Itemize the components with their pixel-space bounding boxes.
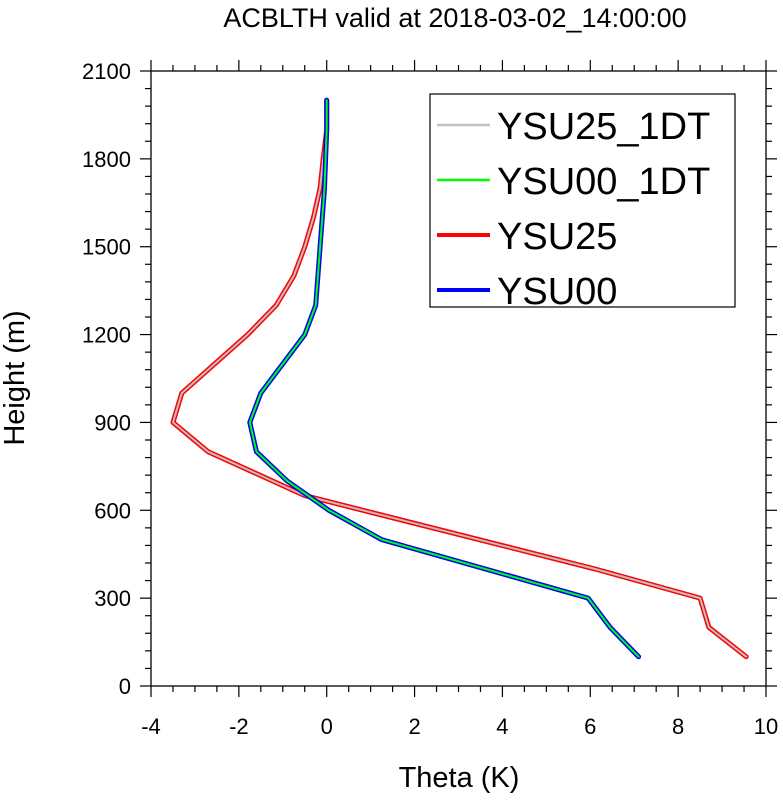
- y-axis-label: Height (m): [0, 310, 31, 445]
- axes: -4 -2 0 2 4 6 8 10 0 300 600 900 1200 1500 1800 2100: [82, 59, 778, 739]
- y-tick-label: 300: [94, 586, 131, 611]
- y-tick-label: 1200: [82, 323, 131, 348]
- y-tick-label: 0: [119, 674, 131, 699]
- y-tick-label: 600: [94, 498, 131, 523]
- x-tick-label: -4: [141, 714, 161, 739]
- x-tick-label: 2: [408, 714, 420, 739]
- x-tick-label: -2: [229, 714, 249, 739]
- y-tick-label: 1500: [82, 235, 131, 260]
- y-tick-label: 2100: [82, 59, 131, 84]
- legend-box: [429, 93, 736, 308]
- y-tick-label: 900: [94, 410, 131, 435]
- series-lines: [170, 97, 749, 660]
- x-axis-label: Theta (K): [399, 762, 520, 794]
- series-line-ysu00_1dt: [248, 99, 640, 658]
- legend-label: YSU00: [497, 271, 617, 313]
- chart-title: ACBLTH valid at 2018-03-02_14:00:00: [223, 3, 686, 33]
- x-tick-label: 4: [496, 714, 508, 739]
- x-tick-label: 6: [584, 714, 596, 739]
- x-tick-label: 8: [672, 714, 684, 739]
- y-tick-label: 1800: [82, 147, 131, 172]
- legend: YSU25_1DT YSU00_1DT YSU25 YSU00: [429, 93, 736, 313]
- legend-label: YSU25: [497, 216, 617, 258]
- x-tick-label: 10: [754, 714, 778, 739]
- x-tick-label: 0: [321, 714, 333, 739]
- series-line-ysu25_1dt: [172, 99, 748, 658]
- legend-label: YSU00_1DT: [497, 161, 710, 203]
- legend-label: YSU25_1DT: [497, 106, 710, 148]
